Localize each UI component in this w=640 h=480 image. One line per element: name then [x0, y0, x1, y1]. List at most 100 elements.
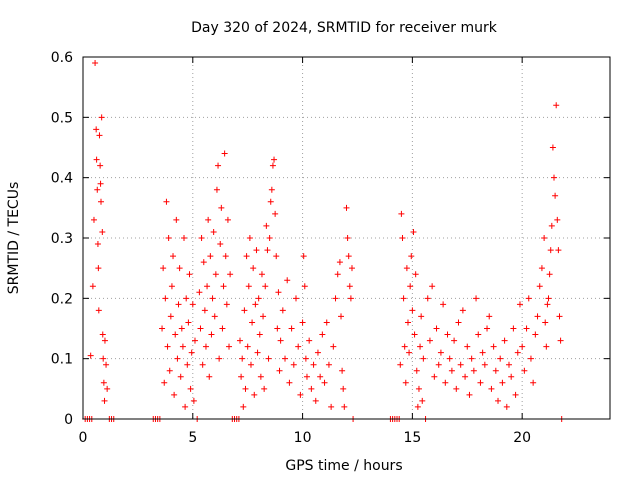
data-point	[92, 60, 99, 67]
data-point	[288, 325, 295, 332]
data-point	[302, 355, 309, 362]
data-point	[258, 271, 265, 278]
data-point	[89, 283, 96, 290]
data-point	[345, 253, 352, 260]
data-point	[556, 313, 563, 320]
data-point	[159, 325, 166, 332]
data-point	[347, 295, 354, 302]
data-point	[162, 295, 169, 302]
data-point	[95, 265, 102, 272]
data-point	[440, 301, 447, 308]
data-point	[218, 204, 225, 211]
data-point	[94, 241, 101, 248]
data-point	[544, 301, 551, 308]
data-point	[276, 367, 283, 374]
data-point	[247, 361, 254, 368]
data-point	[548, 222, 555, 229]
data-point	[97, 180, 104, 187]
data-point	[98, 198, 105, 205]
y-tick-label: 0	[64, 412, 73, 428]
data-point	[473, 295, 480, 302]
data-point	[514, 349, 521, 356]
data-point	[170, 253, 177, 260]
data-point	[249, 319, 256, 326]
data-point	[397, 361, 404, 368]
data-point	[260, 313, 267, 320]
data-point	[262, 283, 269, 290]
data-point	[470, 367, 477, 374]
data-point	[274, 325, 281, 332]
data-point	[303, 373, 310, 380]
data-point	[346, 283, 353, 290]
data-point	[264, 247, 271, 254]
data-point	[399, 235, 406, 241]
data-point	[161, 379, 168, 386]
data-point	[255, 295, 262, 302]
data-point	[272, 210, 279, 217]
y-tick-label: 0.2	[51, 291, 73, 307]
data-point	[275, 289, 282, 296]
data-point	[429, 283, 436, 290]
data-point	[299, 319, 306, 326]
data-point	[266, 235, 273, 241]
data-point	[477, 379, 484, 386]
data-point	[268, 186, 275, 193]
data-point	[103, 361, 110, 368]
x-tick-label: 0	[79, 430, 88, 446]
data-point	[336, 259, 343, 266]
data-point	[222, 253, 229, 260]
data-point	[300, 253, 307, 260]
data-point	[510, 325, 517, 332]
data-point	[198, 235, 205, 241]
x-axis-label: GPS time / hours	[285, 458, 402, 474]
data-point	[96, 132, 103, 139]
data-point	[401, 343, 408, 350]
data-point	[457, 361, 464, 368]
data-point	[512, 391, 519, 398]
data-point	[415, 385, 422, 392]
data-points	[82, 60, 565, 422]
data-point	[412, 271, 419, 278]
data-point	[503, 403, 510, 410]
data-point	[101, 337, 108, 344]
data-point	[221, 150, 228, 157]
data-point	[188, 349, 195, 356]
data-point	[93, 156, 100, 163]
data-point	[557, 337, 564, 344]
data-point	[444, 331, 451, 338]
data-point	[417, 343, 424, 350]
grid-lines	[83, 57, 610, 419]
data-point	[99, 331, 106, 338]
data-point	[534, 313, 541, 320]
data-point	[348, 265, 355, 272]
data-point	[306, 337, 313, 344]
data-point	[220, 283, 227, 290]
data-point	[254, 349, 261, 356]
data-point	[253, 247, 260, 254]
data-point	[174, 355, 181, 362]
data-point	[277, 337, 284, 344]
data-point	[468, 355, 475, 362]
data-point	[263, 222, 270, 229]
data-point	[181, 235, 188, 241]
data-point	[257, 373, 264, 380]
data-point	[435, 361, 442, 368]
data-point	[191, 337, 198, 344]
data-point	[407, 283, 414, 290]
data-point	[532, 331, 539, 338]
data-point	[252, 301, 259, 308]
data-point	[400, 295, 407, 302]
data-point	[497, 355, 504, 362]
data-point	[164, 343, 171, 350]
data-point	[211, 313, 218, 320]
data-point	[508, 373, 515, 380]
data-point	[484, 325, 491, 332]
data-point	[453, 385, 460, 392]
data-point	[455, 319, 462, 326]
y-axis-label: SRMTID / TECUs	[6, 182, 22, 295]
data-point	[176, 265, 183, 272]
data-point	[216, 355, 223, 362]
data-point	[205, 216, 212, 223]
data-point	[486, 313, 493, 320]
data-point	[246, 235, 253, 241]
